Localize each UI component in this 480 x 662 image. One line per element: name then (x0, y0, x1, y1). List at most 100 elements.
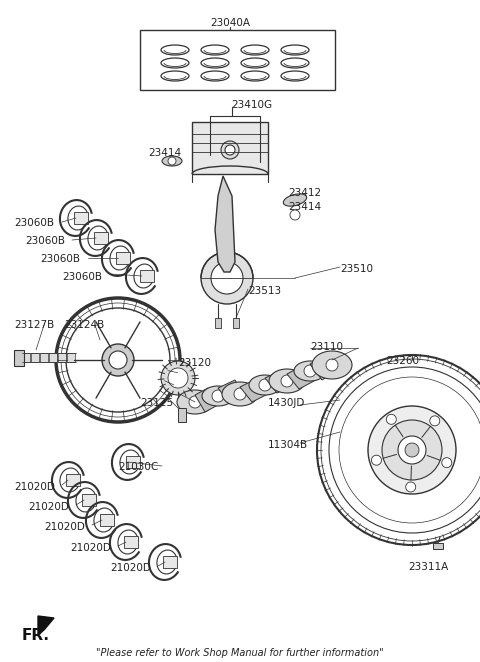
Polygon shape (195, 388, 218, 412)
Text: 23120: 23120 (178, 358, 211, 368)
Circle shape (201, 252, 253, 304)
Polygon shape (38, 616, 54, 635)
Circle shape (304, 365, 316, 377)
Bar (140, 30, 335, 90)
Circle shape (331, 413, 359, 441)
Circle shape (189, 396, 201, 408)
Text: 21020D: 21020D (110, 563, 151, 573)
Bar (31, 353, 39, 362)
Polygon shape (310, 355, 337, 380)
Ellipse shape (249, 375, 281, 395)
Circle shape (168, 368, 188, 388)
Text: 23414: 23414 (288, 202, 321, 212)
Ellipse shape (222, 382, 258, 406)
Circle shape (66, 308, 170, 412)
Circle shape (406, 482, 416, 492)
Circle shape (329, 367, 480, 533)
Circle shape (109, 351, 127, 369)
Circle shape (430, 416, 440, 426)
Bar (94, 232, 108, 244)
Polygon shape (218, 380, 245, 404)
Text: 23260: 23260 (386, 356, 419, 366)
Text: 23410G: 23410G (231, 100, 273, 110)
Ellipse shape (269, 369, 305, 393)
Circle shape (405, 443, 419, 457)
Bar (14, 350, 24, 366)
Circle shape (326, 359, 338, 371)
Bar (433, 543, 443, 549)
Circle shape (386, 414, 396, 424)
Circle shape (212, 390, 224, 402)
Text: 23125: 23125 (140, 398, 173, 408)
Circle shape (338, 420, 352, 434)
Ellipse shape (202, 386, 234, 406)
Circle shape (372, 455, 382, 465)
Text: 23060B: 23060B (62, 272, 102, 282)
Bar (116, 252, 130, 264)
Text: 23414: 23414 (148, 148, 181, 158)
Ellipse shape (283, 194, 307, 206)
Polygon shape (287, 365, 314, 389)
Ellipse shape (177, 390, 213, 414)
Text: 23124B: 23124B (64, 320, 104, 330)
Bar (233, 318, 239, 328)
Bar (215, 318, 221, 328)
Circle shape (317, 355, 480, 545)
Text: 23510: 23510 (340, 264, 373, 274)
Text: FR.: FR. (22, 628, 50, 643)
Circle shape (168, 157, 176, 165)
Circle shape (225, 145, 235, 155)
Circle shape (337, 424, 353, 440)
Text: 23040A: 23040A (210, 18, 250, 28)
Circle shape (382, 420, 442, 480)
Bar (40, 353, 48, 362)
Text: 21020D: 21020D (14, 482, 55, 492)
Text: 21020D: 21020D (44, 522, 85, 532)
Bar (178, 408, 186, 422)
Circle shape (368, 406, 456, 494)
Circle shape (234, 388, 246, 400)
Text: "Please refer to Work Shop Manual for further information": "Please refer to Work Shop Manual for fu… (96, 648, 384, 658)
Bar (192, 122, 268, 174)
Text: 21030C: 21030C (118, 462, 158, 472)
Bar (126, 456, 140, 468)
Bar (74, 212, 88, 224)
Circle shape (211, 262, 243, 294)
Text: 23060B: 23060B (40, 254, 80, 264)
Text: 23412: 23412 (288, 188, 321, 198)
Circle shape (290, 210, 300, 220)
Bar (66, 474, 80, 486)
Bar (49, 353, 57, 362)
Circle shape (102, 344, 134, 376)
Circle shape (221, 141, 239, 159)
Text: 23060B: 23060B (25, 236, 65, 246)
Text: 21020D: 21020D (28, 502, 69, 512)
Polygon shape (215, 176, 235, 272)
Polygon shape (265, 370, 292, 393)
Circle shape (339, 377, 480, 523)
Bar (124, 536, 138, 548)
Circle shape (442, 457, 452, 467)
Circle shape (281, 375, 293, 387)
Text: 1430JD: 1430JD (268, 398, 305, 408)
Text: 11304B: 11304B (268, 440, 308, 450)
Text: 23127B: 23127B (14, 320, 54, 330)
Circle shape (398, 436, 426, 464)
Text: 21020D: 21020D (70, 543, 111, 553)
Text: 23060B: 23060B (14, 218, 54, 228)
Circle shape (61, 303, 175, 417)
Bar (82, 494, 96, 506)
Text: 23513: 23513 (248, 286, 281, 296)
Ellipse shape (162, 156, 182, 166)
Circle shape (161, 361, 195, 395)
Bar (67, 353, 75, 362)
Circle shape (56, 298, 180, 422)
Text: 23110: 23110 (310, 342, 343, 352)
Bar (58, 353, 66, 362)
Bar (100, 514, 114, 526)
Circle shape (259, 379, 271, 391)
Circle shape (321, 359, 480, 541)
Ellipse shape (312, 351, 352, 379)
Bar (163, 556, 177, 568)
Text: 23311A: 23311A (408, 562, 448, 572)
